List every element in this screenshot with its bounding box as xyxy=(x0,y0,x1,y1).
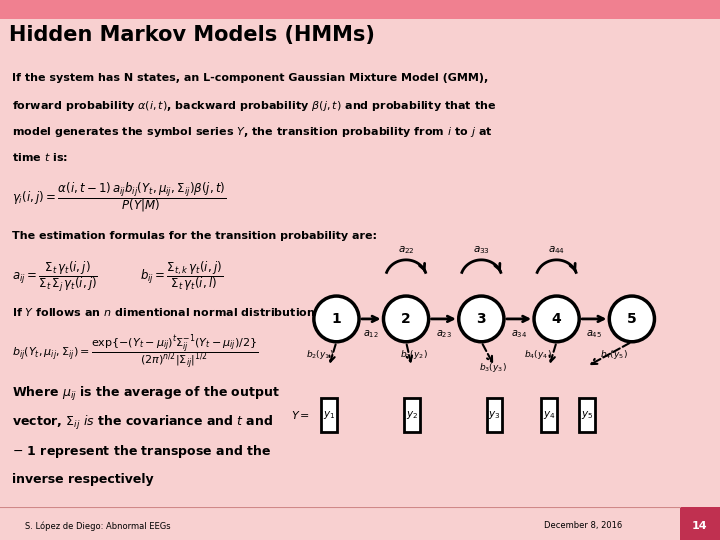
Text: $a_{33}$: $a_{33}$ xyxy=(473,244,490,256)
Circle shape xyxy=(314,296,359,342)
FancyBboxPatch shape xyxy=(404,398,420,432)
Text: forward probability $\alpha(i,t)$, backward probability $\beta(j,t)$ and probabi: forward probability $\alpha(i,t)$, backw… xyxy=(12,99,497,113)
Text: 1: 1 xyxy=(332,312,341,326)
Text: If $Y$ follows an $n$ dimentional normal distribution, then:: If $Y$ follows an $n$ dimentional normal… xyxy=(12,306,356,320)
Text: model generates the symbol series $Y$, the transition probability from $i$ to $j: model generates the symbol series $Y$, t… xyxy=(12,125,492,139)
Text: time $t$ is:: time $t$ is: xyxy=(12,151,68,163)
Text: $b_2(y_2)$: $b_2(y_2)$ xyxy=(400,348,427,361)
Text: 2: 2 xyxy=(401,312,411,326)
Text: Where $\mu_{ij}$ is the average of the output: Where $\mu_{ij}$ is the average of the o… xyxy=(12,384,280,403)
Circle shape xyxy=(459,296,504,342)
FancyBboxPatch shape xyxy=(0,0,720,18)
Text: $b_3(y_3)$: $b_3(y_3)$ xyxy=(479,361,506,374)
Text: 4: 4 xyxy=(552,312,562,326)
Text: The estimation formulas for the transition probability are:: The estimation formulas for the transiti… xyxy=(12,231,377,241)
Text: $y_3$: $y_3$ xyxy=(488,409,500,421)
FancyBboxPatch shape xyxy=(579,398,595,432)
FancyBboxPatch shape xyxy=(487,398,503,432)
Text: $a_{23}$: $a_{23}$ xyxy=(436,328,451,340)
Circle shape xyxy=(609,296,654,342)
Text: $a_{ij} = \dfrac{\Sigma_t\,\gamma_t(i,j)}{\Sigma_t\,\Sigma_j\,\gamma_t(i,j)}$: $a_{ij} = \dfrac{\Sigma_t\,\gamma_t(i,j)… xyxy=(12,259,98,294)
Text: $\gamma_i(i,j) = \dfrac{\alpha(i,t-1)\,a_{ij}b_{ij}(Y_t,\mu_{ij},\Sigma_{ij})\be: $\gamma_i(i,j) = \dfrac{\alpha(i,t-1)\,a… xyxy=(12,180,227,214)
Text: $b_2(y_1)$: $b_2(y_1)$ xyxy=(305,348,333,361)
FancyBboxPatch shape xyxy=(680,507,720,540)
Text: Hidden Markov Models (HMMs): Hidden Markov Models (HMMs) xyxy=(9,25,374,45)
Text: vector, $\Sigma_{ij}$ $is$ the covariance and $t$ and: vector, $\Sigma_{ij}$ $is$ the covarianc… xyxy=(12,414,274,432)
Text: $b_4(y_5)$: $b_4(y_5)$ xyxy=(600,348,628,361)
FancyBboxPatch shape xyxy=(321,398,337,432)
Text: $b_4(y_4)$: $b_4(y_4)$ xyxy=(524,348,552,361)
Text: December 8, 2016: December 8, 2016 xyxy=(544,522,622,530)
Text: 3: 3 xyxy=(477,312,486,326)
Text: $Y =$: $Y =$ xyxy=(292,409,310,421)
Text: inverse respectively: inverse respectively xyxy=(12,472,154,486)
Text: If the system has N states, an L-component Gaussian Mixture Model (GMM),: If the system has N states, an L-compone… xyxy=(12,73,488,83)
Text: $-$ 1 represent the transpose and the: $-$ 1 represent the transpose and the xyxy=(12,443,271,461)
Text: $a_{12}$: $a_{12}$ xyxy=(364,328,379,340)
Text: $a_{22}$: $a_{22}$ xyxy=(397,244,415,256)
Text: $b_{ij} = \dfrac{\Sigma_{t,k}\,\gamma_t(i,j)}{\Sigma_t\,\gamma_t(i,l)}$: $b_{ij} = \dfrac{\Sigma_{t,k}\,\gamma_t(… xyxy=(140,259,223,293)
Text: $a_{34}$: $a_{34}$ xyxy=(510,328,527,340)
Text: $y_5$: $y_5$ xyxy=(580,409,593,421)
Text: $a_{45}$: $a_{45}$ xyxy=(586,328,602,340)
Text: $y_4$: $y_4$ xyxy=(543,409,555,421)
Text: $a_{44}$: $a_{44}$ xyxy=(548,244,565,256)
Text: $y_1$: $y_1$ xyxy=(323,409,335,421)
Text: $y_2$: $y_2$ xyxy=(405,409,418,421)
Text: S. López de Diego: Abnormal EEGs: S. López de Diego: Abnormal EEGs xyxy=(25,521,171,531)
Circle shape xyxy=(534,296,579,342)
FancyBboxPatch shape xyxy=(541,398,557,432)
Circle shape xyxy=(384,296,428,342)
Text: $b_{ij}(Y_t,\mu_{ij},\Sigma_{ij}) = \dfrac{\mathrm{exp}\{-(Y_t-\mu_{ij})^t\Sigma: $b_{ij}(Y_t,\mu_{ij},\Sigma_{ij}) = \dfr… xyxy=(12,334,258,372)
Text: 5: 5 xyxy=(627,312,636,326)
Text: 14: 14 xyxy=(692,521,708,531)
